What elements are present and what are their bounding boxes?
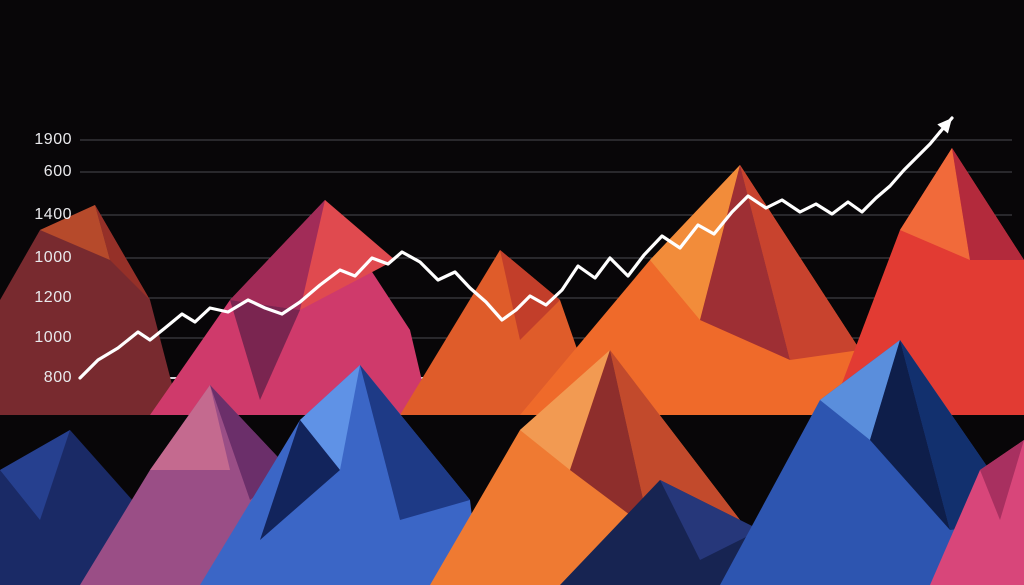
chart-svg [0, 0, 1024, 585]
chart-stage: 19006001400100012001000800 [0, 0, 1024, 585]
